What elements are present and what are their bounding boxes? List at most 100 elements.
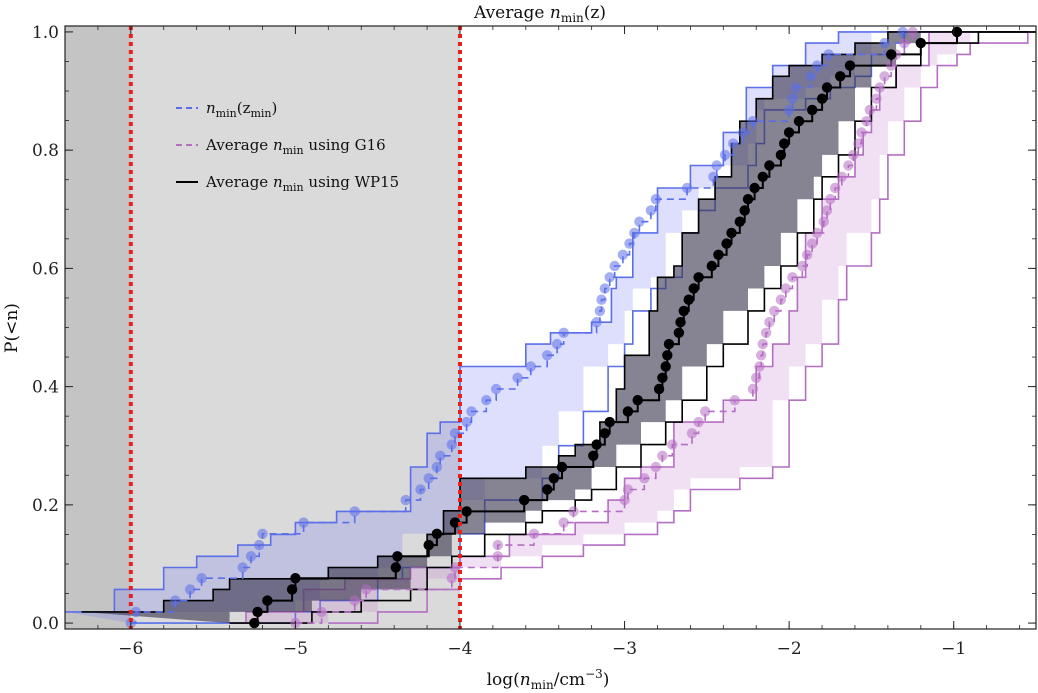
y-tick-label: 0.8 <box>32 141 59 161</box>
data-point-s3-12 <box>519 494 530 506</box>
data-point-s1-28 <box>591 317 602 328</box>
data-point-s3-20 <box>622 406 634 417</box>
data-point-s3-44 <box>779 138 790 149</box>
data-point-s3-29 <box>678 305 689 317</box>
data-point-s1-24 <box>525 361 536 372</box>
data-point-s1-51 <box>811 60 823 71</box>
data-point-s2-4 <box>361 584 372 595</box>
data-point-s3-53 <box>915 37 926 49</box>
data-point-s2-50 <box>879 71 890 82</box>
legend-text-sub: min <box>250 107 271 120</box>
data-point-s2-31 <box>780 283 791 294</box>
data-point-s2-36 <box>811 227 823 239</box>
data-point-s3-36 <box>726 227 737 239</box>
data-point-s1-38 <box>645 205 657 216</box>
data-point-s3-49 <box>821 82 833 93</box>
data-point-s2-53 <box>899 37 910 49</box>
x-axis-title-sup: −3 <box>585 667 603 681</box>
legend-text-part: Average <box>205 173 273 191</box>
data-point-s1-20 <box>466 406 477 417</box>
data-point-s3-8 <box>423 539 434 551</box>
data-point-s2-33 <box>797 260 808 272</box>
data-point-s2-14 <box>639 473 650 484</box>
data-point-s1-10 <box>298 517 309 528</box>
data-point-s2-27 <box>760 327 772 338</box>
data-point-s3-4 <box>286 584 298 595</box>
data-point-s1-49 <box>790 82 801 93</box>
data-point-s3-19 <box>604 416 615 428</box>
band-fill-3 <box>81 31 1036 624</box>
y-tick-label: 0.2 <box>32 496 59 516</box>
data-point-s3-52 <box>886 49 897 60</box>
data-point-s2-3 <box>349 595 360 606</box>
data-point-s3-6 <box>390 562 401 573</box>
data-point-s3-34 <box>713 249 724 260</box>
data-point-s3-30 <box>683 294 694 305</box>
data-point-s1-35 <box>624 238 635 249</box>
band-lower-edge-3 <box>229 31 1036 624</box>
data-point-s1-46 <box>747 116 759 127</box>
data-point-s3-17 <box>591 439 602 450</box>
data-point-s2-5 <box>446 573 457 584</box>
data-point-s2-9 <box>528 528 540 539</box>
data-point-s3-21 <box>632 395 643 406</box>
data-point-s3-31 <box>688 283 699 294</box>
data-point-s2-17 <box>667 439 678 450</box>
legend-label-1: nmin(zmin) <box>206 99 277 120</box>
legend-text-part: n <box>206 99 216 117</box>
shaded-region-1 <box>65 26 131 629</box>
chart-title-part: Average <box>473 3 550 23</box>
legend-text-part: (z <box>237 99 251 117</box>
data-point-s3-51 <box>844 60 856 71</box>
y-tick-label: 0.0 <box>32 614 59 634</box>
data-point-s3-39 <box>742 194 754 205</box>
x-tick-label: −3 <box>612 639 637 659</box>
data-point-s1-26 <box>551 338 563 350</box>
data-point-s2-42 <box>843 160 854 171</box>
data-point-s2-35 <box>807 238 818 249</box>
data-point-s3-41 <box>757 171 768 182</box>
data-point-s3-46 <box>793 116 805 127</box>
data-point-s2-28 <box>764 317 775 328</box>
data-point-s1-43 <box>719 149 731 161</box>
data-point-s1-52 <box>823 49 834 60</box>
data-point-s3-37 <box>734 216 745 227</box>
x-tick-label: −4 <box>447 639 472 659</box>
data-point-s2-22 <box>747 383 759 395</box>
x-tick-label: −5 <box>283 639 308 659</box>
data-point-s2-2 <box>316 606 327 618</box>
x-axis-title-part: log( <box>487 670 520 690</box>
legend-text-part: ) <box>272 99 278 117</box>
band-fill-2 <box>229 31 1037 624</box>
data-point-s1-50 <box>805 71 816 82</box>
data-point-s2-13 <box>622 484 634 495</box>
data-point-s1-42 <box>711 160 722 171</box>
x-tick-label: −6 <box>118 639 143 659</box>
x-axis-title-sub: min <box>531 678 554 692</box>
data-point-s1-4 <box>184 584 196 595</box>
data-point-s1-40 <box>681 182 693 194</box>
data-point-s1-54 <box>897 26 908 38</box>
data-point-s1-48 <box>787 93 798 104</box>
y-tick-label: 1.0 <box>32 23 59 43</box>
data-point-s3-40 <box>749 182 760 194</box>
shaded-regions <box>65 26 460 629</box>
data-point-s1-13 <box>415 484 426 495</box>
legend-text-part: n <box>273 136 283 154</box>
legend-text-sub: min <box>216 107 237 120</box>
data-point-s2-54 <box>907 26 918 38</box>
data-point-s1-53 <box>879 37 890 49</box>
data-point-s3-25 <box>662 350 673 361</box>
data-point-s1-16 <box>435 450 446 461</box>
data-point-s3-7 <box>392 551 403 562</box>
legend-text-part: n <box>273 173 283 191</box>
data-point-s1-12 <box>400 494 411 506</box>
data-point-s1-11 <box>349 506 360 517</box>
legend-label-3: Average nmin using WP15 <box>205 173 399 194</box>
data-point-s2-15 <box>650 461 661 473</box>
chart-title: Average nmin(z) <box>473 3 606 25</box>
data-point-s3-22 <box>653 383 665 395</box>
legend: nmin(zmin)Average nmin using G16Average … <box>176 99 399 194</box>
data-point-s1-47 <box>783 104 795 116</box>
data-point-s2-23 <box>751 372 762 383</box>
